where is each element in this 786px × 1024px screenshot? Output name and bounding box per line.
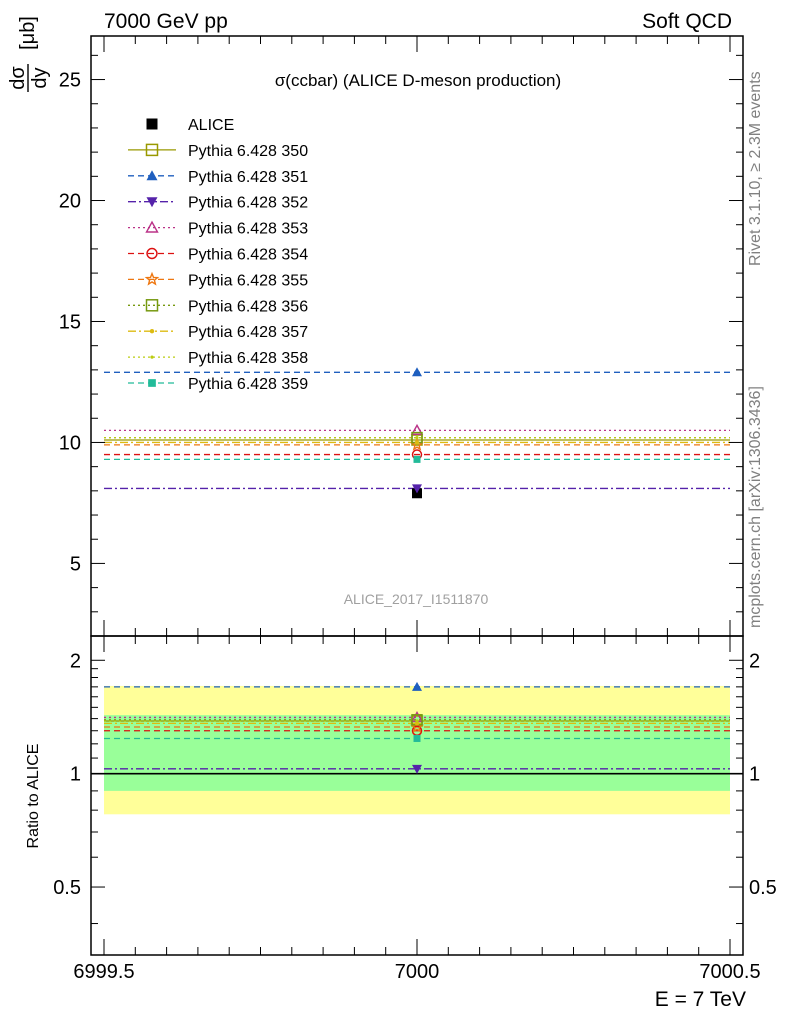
ratio-point-2 — [412, 681, 422, 691]
analysis-watermark: ALICE_2017_I1511870 — [344, 591, 489, 607]
main-point-3-shape — [412, 484, 422, 494]
xtick-label-1: 7000 — [395, 961, 440, 983]
rivet-version-label: Rivet 3.1.10, ≥ 2.3M events — [747, 71, 764, 266]
main-ylabel-num: dσ — [7, 66, 29, 90]
legend-marker-9-shape — [150, 355, 154, 359]
ratio-ytick-label-right-2: 2 — [749, 650, 760, 672]
ratio-ytick-label-left-2: 2 — [70, 650, 81, 672]
main-point-2 — [412, 367, 422, 377]
main-point-2-shape — [412, 367, 422, 377]
main-point-8 — [414, 440, 420, 445]
main-ylabel: dσ dy [μb] — [7, 16, 51, 92]
x-axis-label: E = 7 TeV — [655, 988, 746, 1011]
legend-marker-0-shape — [146, 118, 158, 130]
legend-marker-2 — [146, 170, 158, 181]
main-point-8-shape — [414, 440, 420, 445]
legend-marker-1-shape — [145, 143, 159, 157]
main-ytick-label-2: 15 — [59, 311, 81, 333]
axes: 5 10 15 20 25 6999.5 7000 7000.5 0.5 0.5 1 1 2 2 — [53, 35, 777, 983]
legend-label-2: Pythia 6.428 351 — [188, 169, 308, 186]
xtick-label-0: 6999.5 — [73, 961, 134, 983]
legend-marker-3 — [146, 197, 158, 208]
legend-marker-8-shape — [149, 329, 155, 334]
legend-label-6: Pythia 6.428 355 — [188, 272, 308, 289]
main-ytick-label-1: 10 — [59, 432, 81, 454]
legend-label-4: Pythia 6.428 353 — [188, 221, 308, 238]
legend-marker-0 — [146, 118, 158, 130]
ratio-point-2-shape — [412, 681, 422, 691]
ratio-ytick-label-right-1: 1 — [749, 764, 760, 786]
main-point-3 — [412, 484, 422, 494]
ratio-ylabel: Ratio to ALICE — [25, 744, 42, 849]
legend-marker-5 — [146, 247, 158, 260]
legend-marker-10-shape — [148, 379, 156, 387]
main-title: σ(ccbar) (ALICE D-meson production) — [275, 71, 561, 90]
legend-label-5: Pythia 6.428 354 — [188, 247, 308, 264]
legend-marker-7 — [145, 299, 159, 312]
ratio-ytick-label-left-1: 1 — [70, 764, 81, 786]
ratio-point-8 — [414, 721, 420, 726]
ratio-uncertainty-bands — [91, 685, 743, 815]
main-point-4-shape — [410, 423, 424, 436]
header-right: Soft QCD — [642, 10, 732, 33]
ratio-point-3-shape — [412, 764, 422, 774]
main-ytick-label-0: 5 — [70, 553, 81, 575]
legend-label-0: ALICE — [188, 117, 234, 134]
legend-marker-4-shape — [145, 220, 159, 233]
ratio-point-3 — [412, 764, 422, 774]
main-point-10-shape — [413, 455, 421, 463]
main-point-4 — [410, 423, 424, 436]
header-left: 7000 GeV pp — [104, 10, 228, 33]
main-point-10 — [413, 455, 421, 463]
ratio-ytick-label-left-0: 0.5 — [53, 877, 81, 899]
legend-label-3: Pythia 6.428 352 — [188, 195, 308, 212]
xtick-label-2: 7000.5 — [699, 961, 760, 983]
legend-label-1: Pythia 6.428 350 — [188, 143, 308, 160]
legend: ALICE Pythia 6.428 350 Pythia 6.428 351 Pyt… — [128, 117, 308, 393]
legend-marker-10 — [148, 379, 156, 387]
main-ylabel-den: dy — [29, 67, 51, 88]
ratio-point-9 — [415, 719, 419, 723]
legend-marker-7-shape — [145, 299, 159, 312]
ratio-point-9-shape — [415, 719, 419, 723]
legend-marker-8 — [149, 329, 155, 334]
series-markers — [410, 367, 424, 774]
legend-marker-9 — [150, 355, 154, 359]
mcplots-label: mcplots.cern.ch [arXiv:1306.3436] — [747, 386, 764, 628]
main-point-9-shape — [415, 436, 419, 440]
legend-marker-5-shape — [146, 247, 158, 260]
ratio-point-8-shape — [414, 721, 420, 726]
legend-marker-6 — [144, 271, 160, 286]
main-ytick-label-4: 25 — [59, 70, 81, 92]
legend-marker-1 — [145, 143, 159, 157]
legend-label-9: Pythia 6.428 358 — [188, 350, 308, 367]
legend-marker-3-shape — [146, 197, 158, 208]
series-lines — [104, 371, 730, 770]
legend-marker-4 — [145, 220, 159, 233]
ratio-point-10 — [413, 734, 421, 742]
legend-label-8: Pythia 6.428 357 — [188, 324, 308, 341]
ratio-point-10-shape — [413, 734, 421, 742]
ratio-band-1 — [104, 715, 730, 791]
legend-marker-2-shape — [146, 170, 158, 181]
ratio-ytick-label-right-0: 0.5 — [749, 877, 777, 899]
main-point-9 — [415, 436, 419, 440]
legend-label-10: Pythia 6.428 359 — [188, 376, 308, 393]
legend-marker-6-shape — [144, 271, 160, 286]
legend-label-7: Pythia 6.428 356 — [188, 298, 308, 315]
main-ytick-label-3: 20 — [59, 191, 81, 213]
main-ylabel-unit: [μb] — [17, 16, 39, 50]
